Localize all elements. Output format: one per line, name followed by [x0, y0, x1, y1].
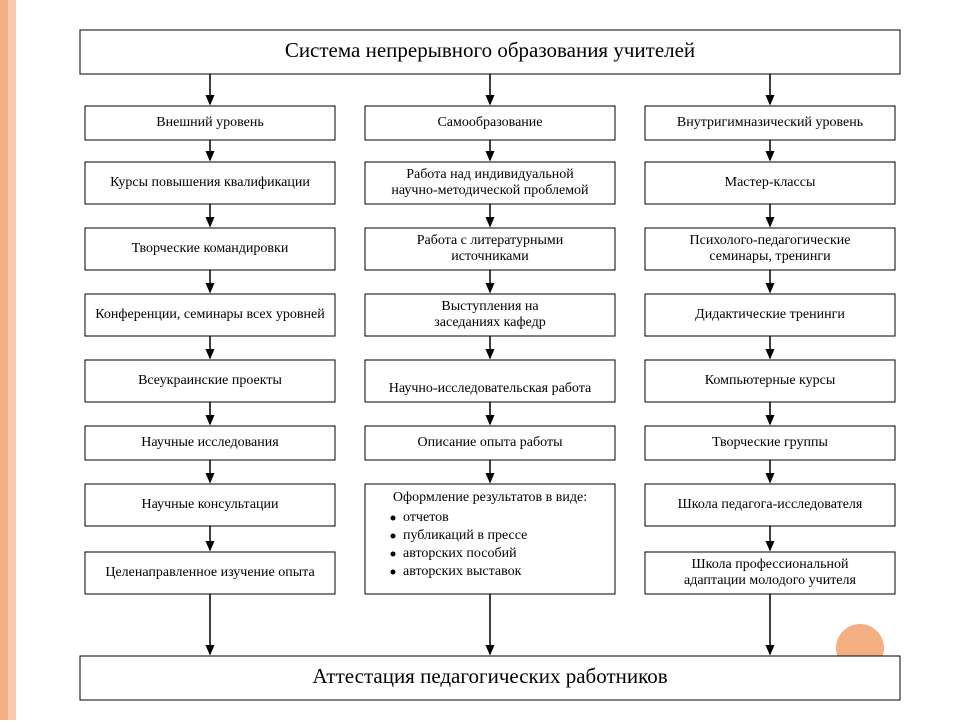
col2-t2a: Работа с литературными	[417, 233, 564, 248]
bullet-dot-3	[391, 570, 396, 575]
title-text: Система непрерывного образования учителе…	[285, 38, 695, 62]
col2-bullet-2: авторских пособий	[403, 546, 517, 561]
col3-t2a: Психолого-педагогические	[690, 233, 851, 248]
col2-t0: Самообразование	[437, 115, 542, 130]
col3-t3: Дидактические тренинги	[695, 307, 845, 322]
col2-t4b: Научно-исследовательская работа	[389, 381, 592, 396]
col2-bullet-3: авторских выставок	[403, 564, 522, 579]
bullet-dot-1	[391, 534, 396, 539]
col2-t3a: Выступления на	[441, 299, 539, 314]
col1-t1: Курсы повышения квалификации	[110, 175, 310, 190]
col3-t4: Компьютерные курсы	[705, 373, 836, 388]
col1-t4: Всеукраинские проекты	[138, 373, 282, 388]
col3-t7a: Школа профессиональной	[692, 557, 849, 572]
col3-t5: Творческие группы	[712, 435, 828, 450]
flowchart-svg: Система непрерывного образования учителе…	[0, 0, 960, 720]
col3-t7b: адаптации молодого учителя	[684, 573, 856, 588]
footer-text: Аттестация педагогических работников	[312, 664, 667, 688]
col2-final-heading: Оформление результатов в виде:	[393, 490, 587, 505]
col3-t1: Мастер-классы	[725, 175, 816, 190]
col3-t6: Школа педагога-исследователя	[678, 497, 863, 512]
bullet-dot-2	[391, 552, 396, 557]
col2-t1a: Работа над индивидуальной	[406, 167, 574, 182]
col1-t7: Целенаправленное изучение опыта	[105, 565, 315, 580]
col1-t2: Творческие командировки	[132, 241, 289, 256]
col2-t5: Описание опыта работы	[418, 435, 564, 450]
col2-t2b: источниками	[451, 249, 529, 264]
col3-t0: Внутригимназический уровень	[677, 115, 863, 130]
col2-t3b: заседаниях кафедр	[434, 315, 545, 330]
bullet-dot-0	[391, 516, 396, 521]
col1-t5: Научные исследования	[141, 435, 279, 450]
col1-t3: Конференции, семинары всех уровней	[95, 307, 325, 322]
col3-t2b: семинары, тренинги	[709, 249, 831, 264]
col1-t0: Внешний уровень	[156, 115, 263, 130]
col2-t1b: научно-методической проблемой	[391, 183, 589, 198]
col2-bullet-1: публикаций в прессе	[403, 528, 527, 543]
col1-t6: Научные консультации	[141, 497, 279, 512]
col2-bullet-0: отчетов	[403, 510, 449, 525]
